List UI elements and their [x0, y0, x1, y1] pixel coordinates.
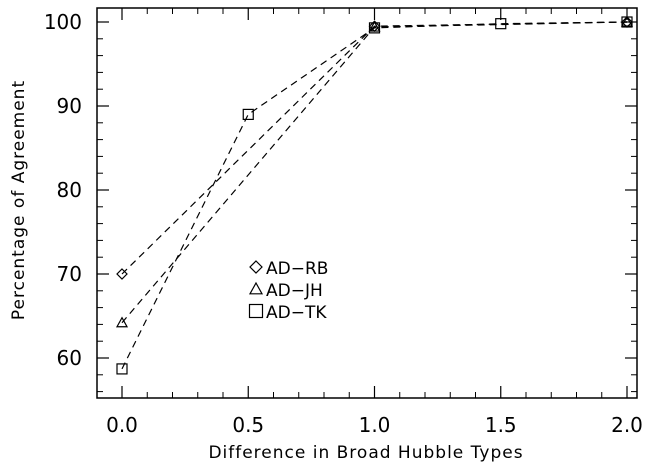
y-axis-label: Percentage of Agreement	[9, 80, 29, 320]
legend-label: AD−TK	[266, 303, 327, 323]
series-line-diamond	[121, 21, 628, 275]
x-axis-label: Difference in Broad Hubble Types	[208, 443, 523, 463]
data-point-diamond	[116, 268, 128, 280]
x-tick-label: 2.0	[611, 413, 643, 437]
series-line-square	[121, 21, 628, 370]
x-tick-label: 1.5	[485, 413, 517, 437]
data-point-triangle	[368, 20, 381, 32]
series-layer	[115, 15, 634, 375]
y-tick-label: 80	[57, 178, 82, 202]
x-tick-label: 0.0	[106, 413, 138, 437]
x-tick-label: 0.5	[232, 413, 264, 437]
data-point-square	[621, 16, 633, 28]
data-point-square	[116, 363, 128, 375]
plot-frame: 0.0 0.5 1.0 1.5 2.0 60 70 80 90 100	[44, 7, 643, 437]
y-tick-label: 90	[57, 94, 82, 118]
plot-border	[96, 7, 638, 399]
series-line-triangle	[121, 21, 628, 324]
y-tick-label: 70	[57, 262, 82, 286]
data-point-square	[495, 18, 507, 30]
legend-symbol-diamond	[249, 260, 263, 274]
legend-symbol-square	[248, 303, 264, 319]
x-tick-label: 1.0	[359, 413, 391, 437]
legend-label: AD−JH	[266, 281, 323, 301]
data-point-triangle	[115, 316, 129, 328]
data-point-square	[368, 22, 381, 34]
y-tick-label: 100	[44, 10, 82, 34]
legend-symbol-triangle	[248, 281, 264, 295]
legend-label: AD−RB	[266, 259, 328, 279]
data-point-square	[242, 108, 254, 121]
y-tick-label: 60	[57, 346, 82, 370]
